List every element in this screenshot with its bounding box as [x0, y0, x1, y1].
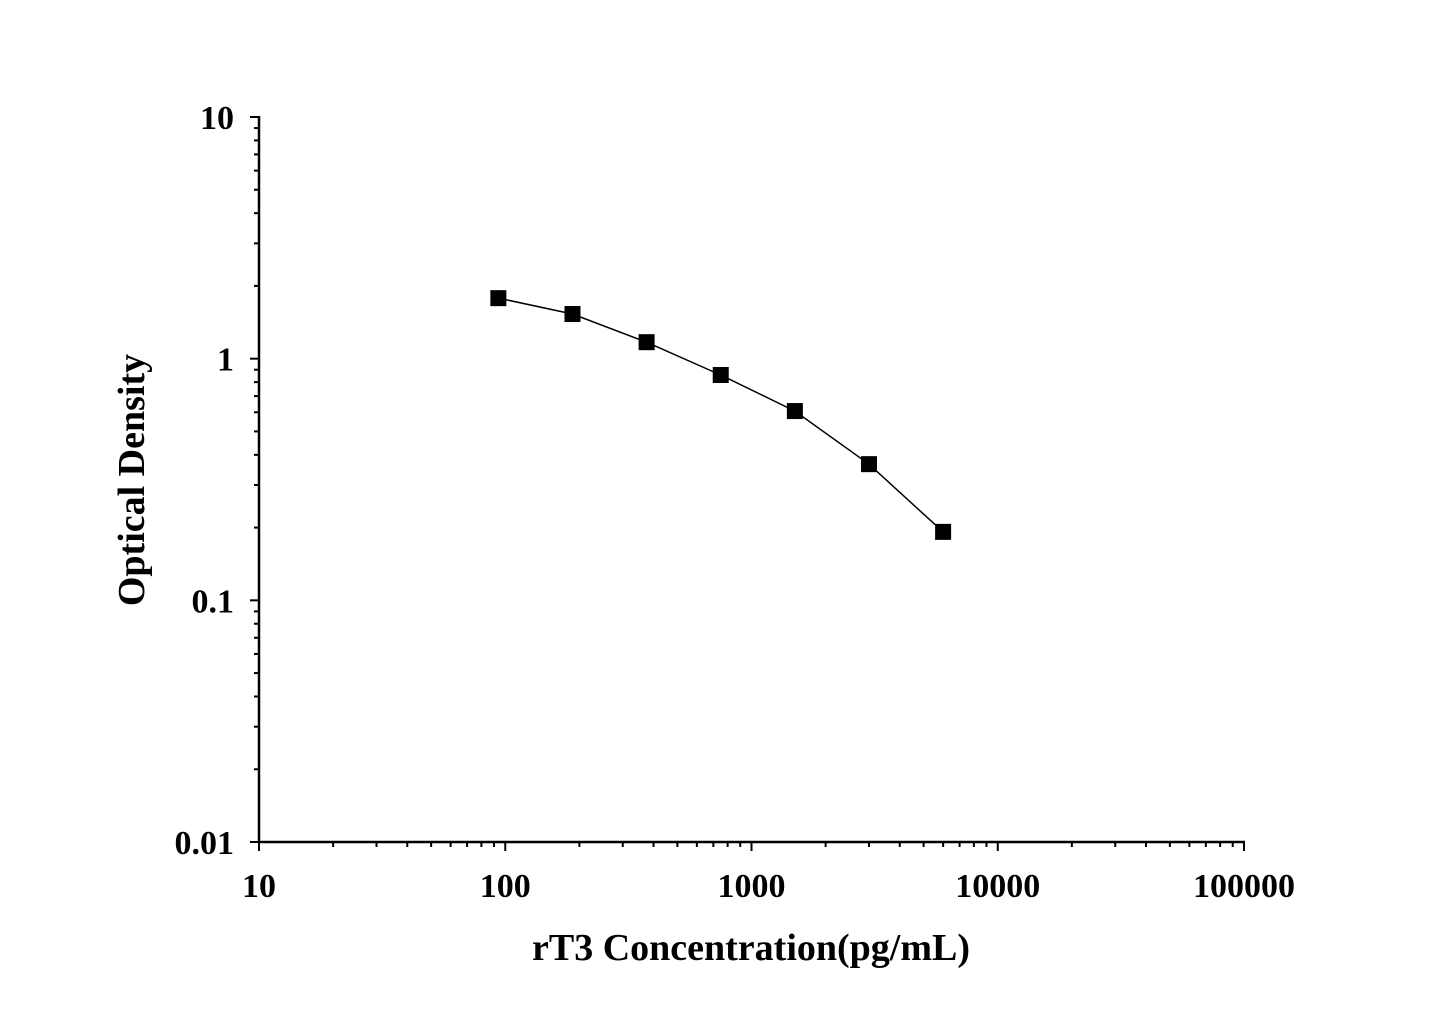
- x-tick-label: 10: [242, 868, 276, 905]
- tick-labels: 10 100 1000 10000 100000 0.01 0.1 1 10: [175, 100, 1296, 905]
- data-point-marker: [860, 456, 877, 473]
- data-point-marker: [786, 403, 803, 420]
- x-tick-label: 100000: [1193, 868, 1295, 905]
- x-axis-title: rT3 Concentration(pg/mL): [532, 927, 970, 969]
- y-axis-title: Optical Density: [111, 354, 153, 606]
- axes: [257, 116, 1245, 844]
- y-tick-label: 10: [200, 100, 234, 137]
- y-tick-label: 0.01: [175, 825, 235, 862]
- data-point-marker: [564, 306, 581, 323]
- y-tick-label: 0.1: [192, 583, 235, 620]
- series: [490, 290, 952, 540]
- data-point-marker: [638, 334, 655, 351]
- data-point-marker: [935, 523, 952, 540]
- x-tick-label: 100: [480, 868, 531, 905]
- y-tick-label: 1: [217, 342, 234, 379]
- x-tick-label: 10000: [955, 868, 1040, 905]
- x-tick-label: 1000: [718, 868, 786, 905]
- data-point-marker: [490, 290, 507, 307]
- series-line: [498, 297, 944, 533]
- ticks: [250, 116, 1245, 851]
- data-point-marker: [712, 366, 729, 383]
